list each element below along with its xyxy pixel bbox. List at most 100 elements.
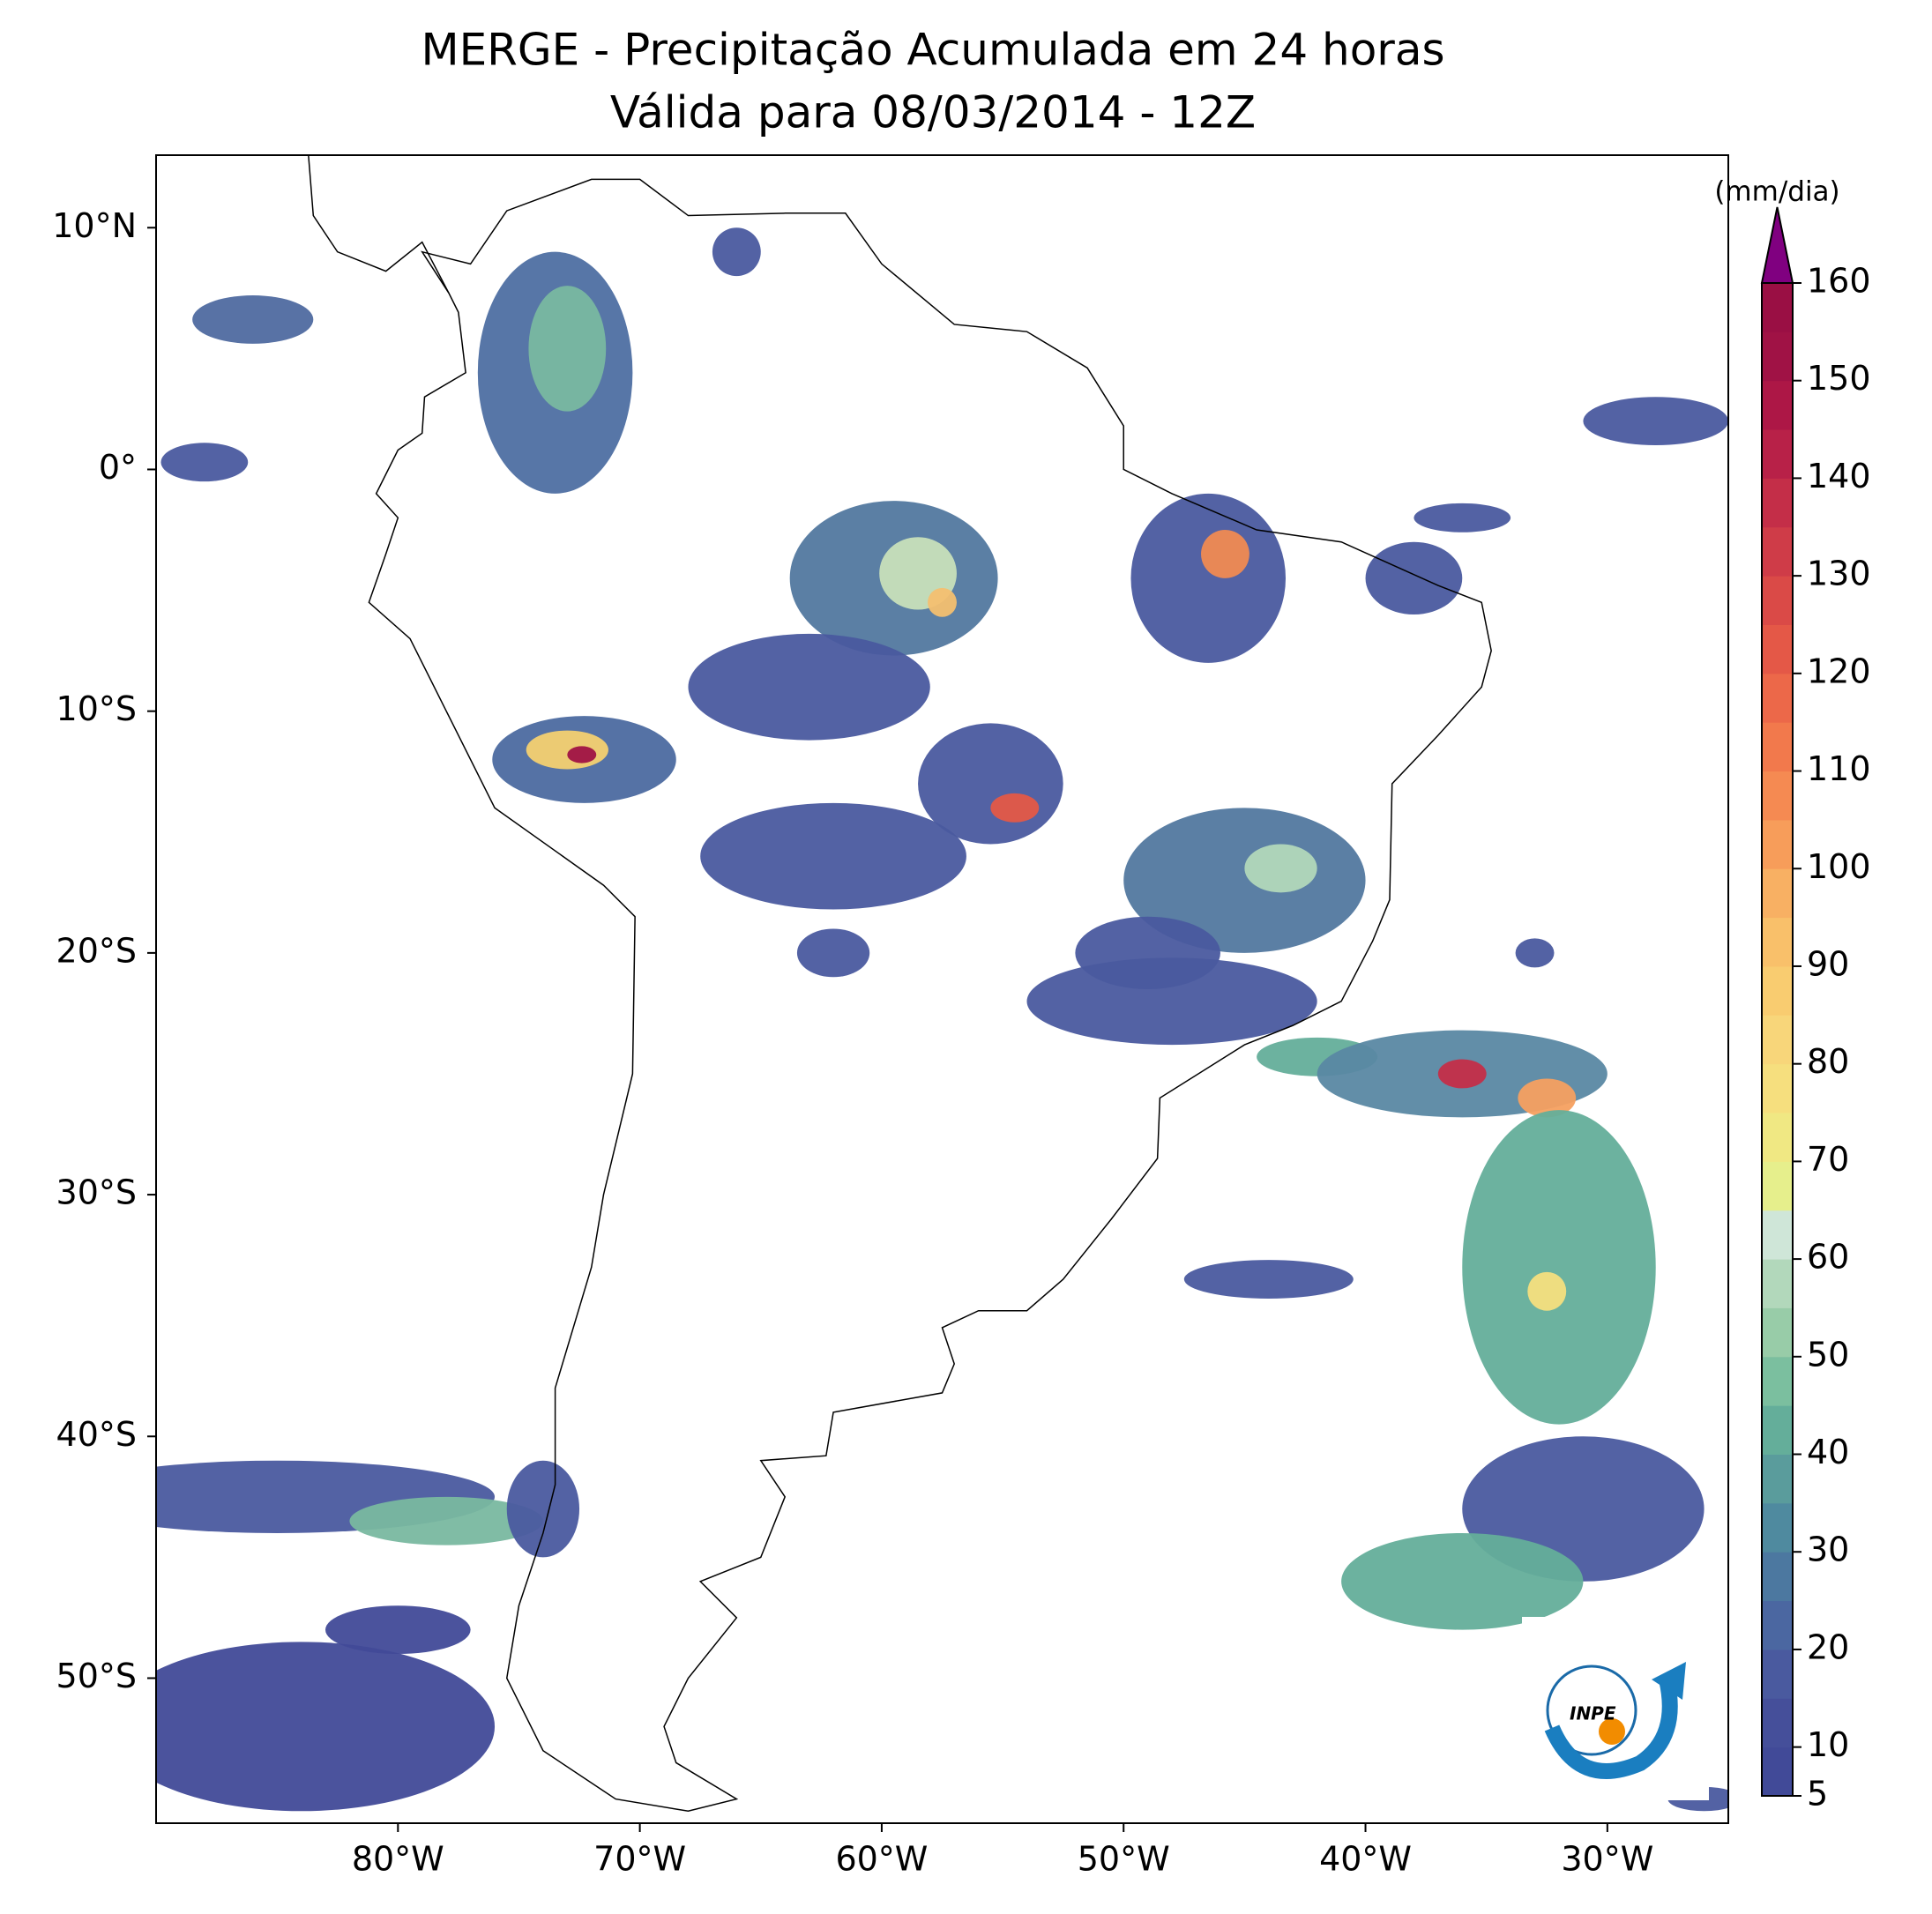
precip-area xyxy=(528,286,607,412)
x-tick-label: 80°W xyxy=(352,1840,444,1879)
colorbar-tick-label: 90 xyxy=(1807,944,1849,983)
precip-area xyxy=(1341,1532,1584,1630)
y-tick-label: 10°N xyxy=(52,206,137,245)
colorbar-tick-label: 20 xyxy=(1807,1627,1849,1666)
colorbar-segment xyxy=(1762,429,1793,479)
colorbar-tick-label: 140 xyxy=(1807,457,1871,495)
colorbar-segment xyxy=(1762,917,1793,967)
precip-area xyxy=(688,633,930,741)
coastline xyxy=(368,178,1492,1813)
colorbar-tick-label: 160 xyxy=(1807,262,1871,301)
colorbar-segment xyxy=(1762,1113,1793,1162)
colorbar-segment xyxy=(1762,1454,1793,1504)
precip-area xyxy=(918,723,1063,845)
precip-area xyxy=(990,793,1040,823)
colorbar-frame xyxy=(1761,282,1794,1797)
logo-arrow xyxy=(1544,1677,1678,1779)
colorbar-segment xyxy=(1762,1600,1793,1650)
colorbar-tick-label: 150 xyxy=(1807,359,1871,398)
colorbar-segment xyxy=(1762,1307,1793,1358)
coastline xyxy=(308,155,450,294)
colorbar-segment xyxy=(1762,722,1793,772)
chart-subtitle: Válida para 08/03/2014 - 12Z xyxy=(610,87,1256,138)
colorbar-segment xyxy=(1762,1552,1793,1602)
x-tick-label: 70°W xyxy=(593,1840,686,1879)
colorbar-segment xyxy=(1762,1502,1793,1553)
map-frame xyxy=(155,154,1729,1824)
colorbar-segment xyxy=(1762,819,1793,869)
precip-area xyxy=(1026,957,1317,1046)
colorbar-segment xyxy=(1762,576,1793,625)
precip-area xyxy=(506,1460,580,1558)
colorbar-segment xyxy=(1762,1161,1793,1211)
colorbar-tick-label: 50 xyxy=(1807,1335,1849,1374)
colorbar-tick-label: 120 xyxy=(1807,652,1871,690)
x-tick-label: 40°W xyxy=(1319,1840,1412,1879)
colorbar-segment xyxy=(1762,283,1793,332)
precip-area xyxy=(1244,844,1317,893)
precip-area xyxy=(156,1642,495,1812)
precip-area xyxy=(567,746,597,763)
precip-area xyxy=(192,295,314,344)
colorbar-segment xyxy=(1762,380,1793,430)
colorbar-segment xyxy=(1762,478,1793,528)
chart-title: MERGE - Precipitação Acumulada em 24 hor… xyxy=(421,25,1444,76)
colorbar-segment xyxy=(1762,1649,1793,1699)
precip-area xyxy=(1527,1271,1567,1311)
precip-area xyxy=(1130,493,1287,663)
x-tick-label: 60°W xyxy=(835,1840,928,1879)
colorbar-tick-label: 60 xyxy=(1807,1238,1849,1277)
precip-area xyxy=(928,587,957,617)
colorbar-segment xyxy=(1762,771,1793,821)
precip-area xyxy=(1518,1078,1577,1118)
colorbar-tick-label: 5 xyxy=(1807,1775,1828,1813)
y-tick-label: 50°S xyxy=(56,1657,137,1695)
colorbar-segment xyxy=(1762,965,1793,1016)
logo-dot xyxy=(1599,1718,1625,1745)
colorbar-segment xyxy=(1762,526,1793,577)
colorbar-segment xyxy=(1762,868,1793,919)
colorbar-tick-label: 100 xyxy=(1807,847,1871,886)
colorbar-segment xyxy=(1762,624,1793,674)
colorbar-label: (mm/dia) xyxy=(1714,176,1839,208)
colorbar-segment xyxy=(1762,1259,1793,1308)
precip-area xyxy=(700,802,966,910)
colorbar-segment xyxy=(1762,673,1793,723)
x-tick-label: 50°W xyxy=(1078,1840,1170,1879)
y-tick-label: 20°S xyxy=(56,931,137,970)
y-tick-label: 0° xyxy=(99,448,137,487)
map-area xyxy=(156,155,1728,1813)
precip-area xyxy=(1123,808,1366,953)
y-tick-label: 30°S xyxy=(56,1173,137,1212)
precip-area xyxy=(325,1605,471,1655)
precip-area xyxy=(796,928,870,978)
colorbar-tick-label: 130 xyxy=(1807,555,1871,593)
logo-orbit xyxy=(1546,1665,1637,1756)
precip-area xyxy=(1515,938,1555,968)
logo-arrowhead xyxy=(1652,1662,1686,1700)
colorbar-segment xyxy=(1762,1698,1793,1748)
precip-area xyxy=(349,1496,543,1545)
colorbar-tick-label: 10 xyxy=(1807,1725,1849,1764)
precip-area xyxy=(1462,1110,1656,1425)
precip-area xyxy=(1437,1059,1487,1089)
y-tick-label: 10°S xyxy=(56,689,137,728)
colorbar-segment xyxy=(1762,1063,1793,1113)
inpe-logo: INPE xyxy=(1522,1617,1709,1800)
colorbar-segment xyxy=(1762,1210,1793,1260)
precip-area xyxy=(1365,541,1463,614)
colorbar-tick-label: 40 xyxy=(1807,1433,1849,1471)
logo-text: INPE xyxy=(1570,1703,1616,1724)
precip-area xyxy=(1414,503,1511,532)
colorbar-segment xyxy=(1762,331,1793,382)
precip-area xyxy=(526,730,608,770)
colorbar-segment xyxy=(1762,1746,1793,1797)
colorbar-tick-label: 80 xyxy=(1807,1042,1849,1081)
colorbar-tick-label: 110 xyxy=(1807,749,1871,788)
precip-area xyxy=(1583,397,1728,446)
x-tick-label: 30°W xyxy=(1561,1840,1653,1879)
colorbar-segment xyxy=(1762,1015,1793,1065)
precip-area xyxy=(160,443,249,482)
